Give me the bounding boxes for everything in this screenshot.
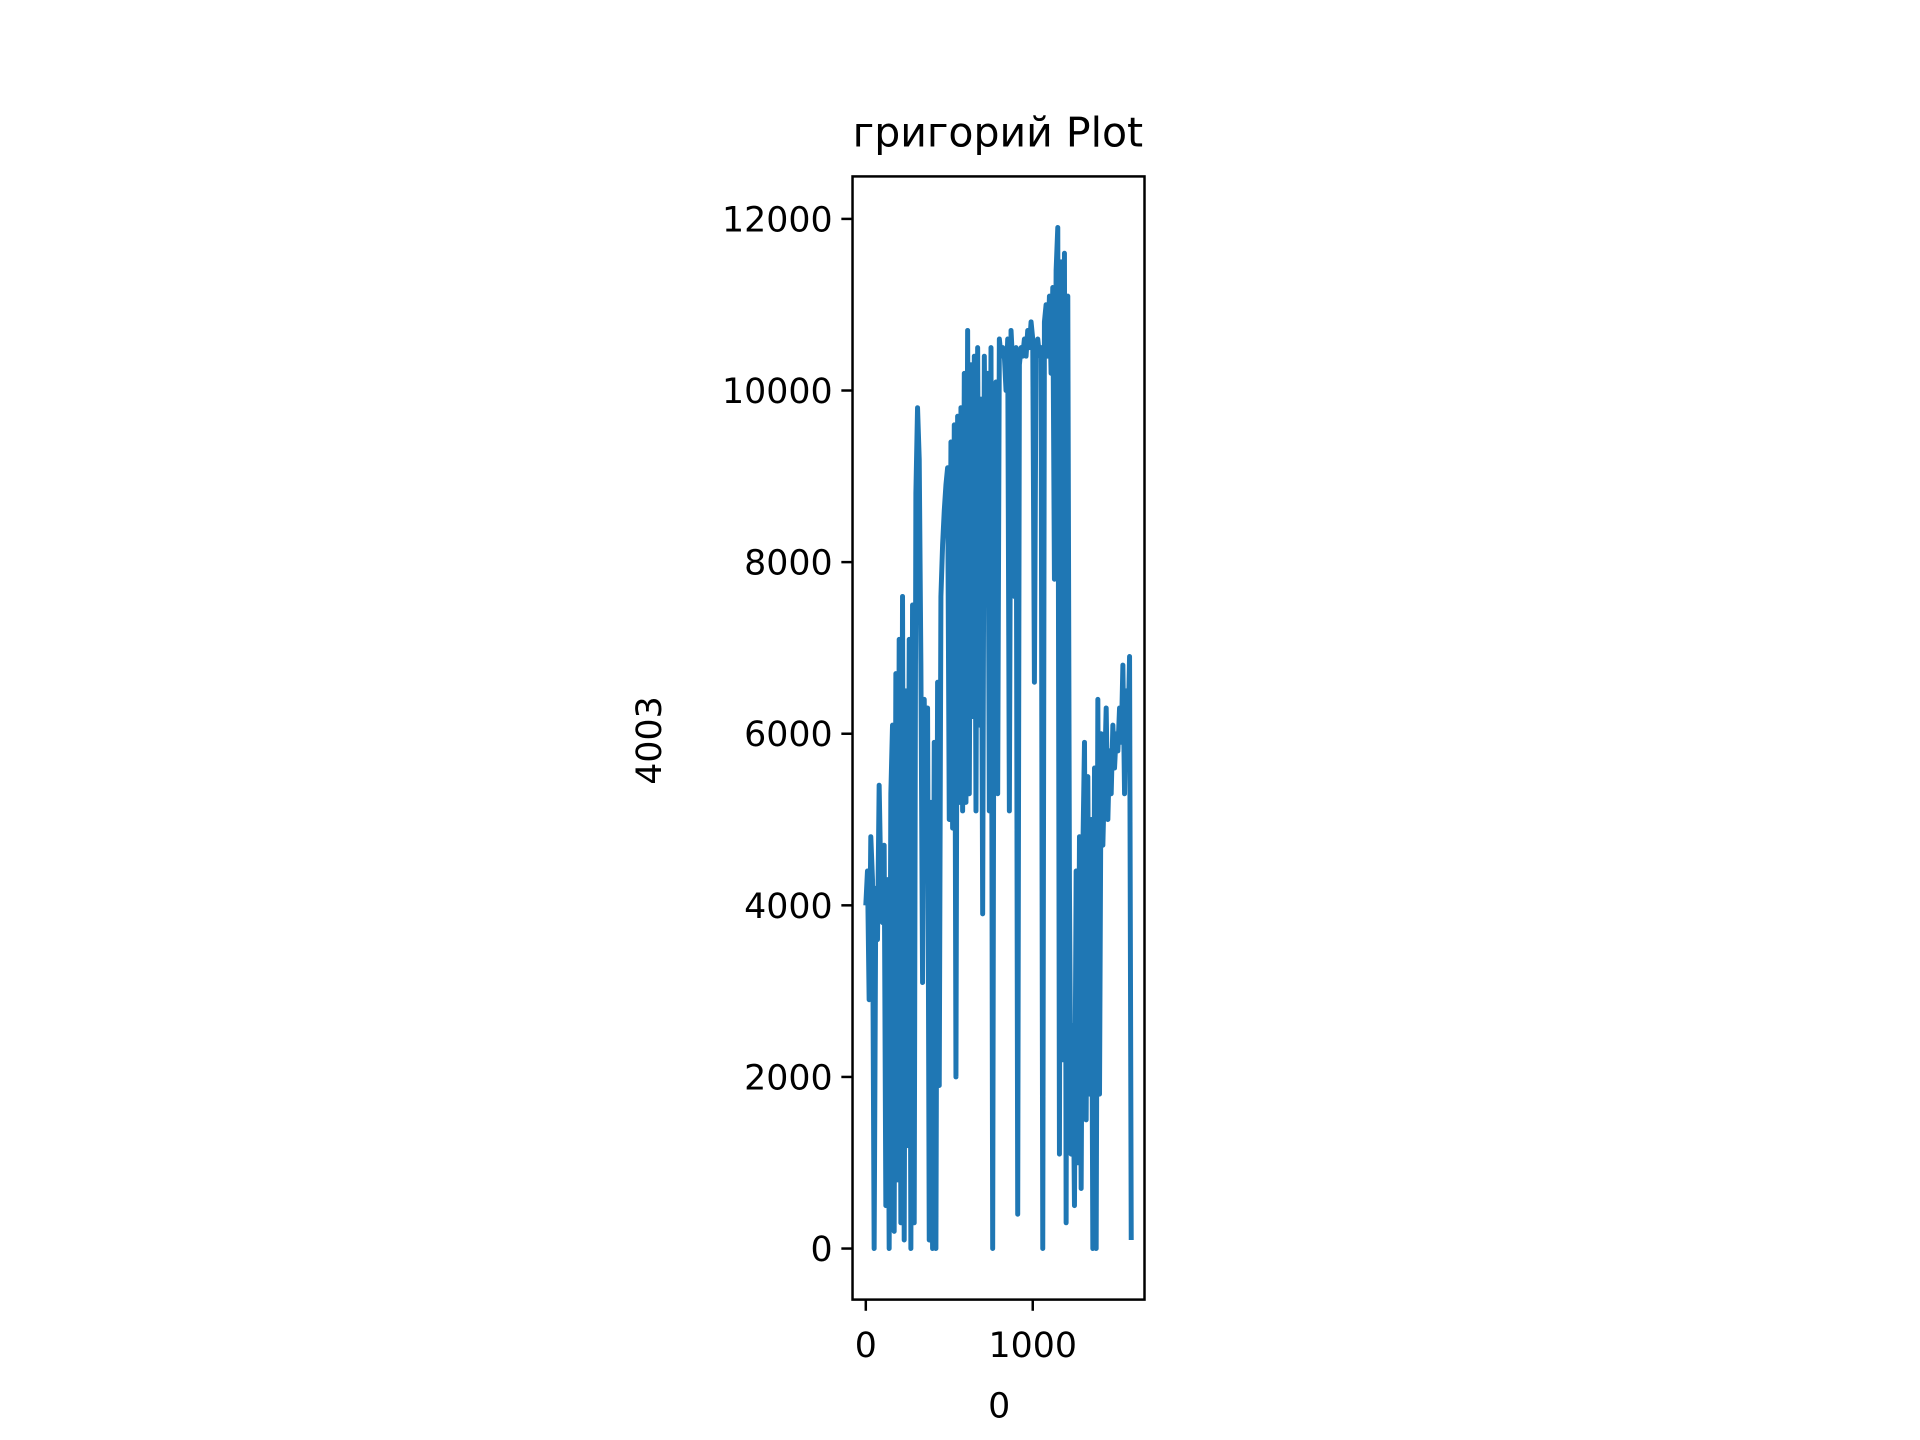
y-tick-label: 2000	[744, 1058, 832, 1098]
y-tick-label: 4000	[744, 887, 832, 927]
y-tick-label: 10000	[722, 372, 833, 412]
y-axis-label: 4003	[630, 696, 670, 784]
x-tick-label: 1000	[988, 1326, 1076, 1366]
x-tick-label: 0	[855, 1326, 877, 1366]
chart-title: григорий Plot	[853, 109, 1143, 157]
x-axis-label: 0	[988, 1387, 1010, 1427]
y-tick-label: 0	[811, 1230, 833, 1270]
data-line	[863, 224, 1134, 1252]
y-tick-label: 8000	[744, 544, 832, 584]
plot-frame	[851, 175, 1146, 1301]
y-tick-label: 12000	[722, 200, 833, 240]
y-tick-label: 6000	[744, 715, 832, 755]
